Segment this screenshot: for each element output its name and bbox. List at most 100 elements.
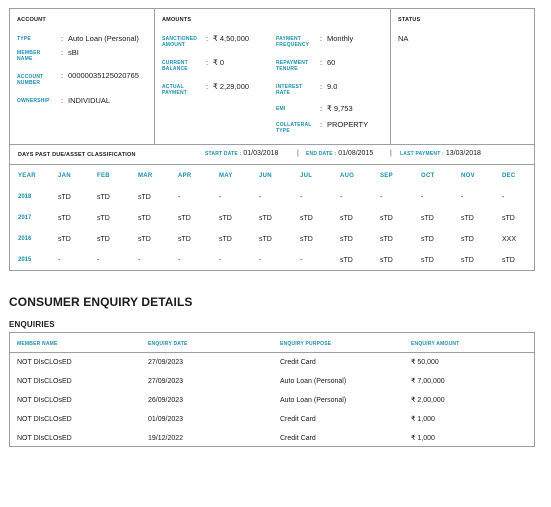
col-enquiry-amount: ENQUIRY AMOUNT — [411, 341, 460, 347]
dpd-month-header-row: YEAR JAN FEB MAR APR MAY JUN JUL AUG SEP OCT NOV DEC — [10, 165, 534, 186]
dpd-col-7: JUL — [300, 173, 313, 179]
enquiry-amount: ₹ 1,000 — [411, 416, 435, 423]
dpd-year: 2015 — [18, 257, 32, 263]
dpd-cell: sTD — [300, 215, 313, 222]
dpd-cell: sTD — [58, 215, 71, 222]
dpd-cell: - — [340, 194, 343, 201]
status-value: NA — [398, 34, 409, 43]
dpd-table: DAYS PAST DUE/ASSET CLASSIFICATION START… — [9, 145, 535, 271]
dpd-cell: sTD — [259, 236, 272, 243]
sanctioned-amount-value: ₹ 4,50,000 — [213, 34, 250, 43]
enquiry-member-name: NOT DIsCLOsED — [17, 416, 72, 423]
dpd-cell: sTD — [421, 257, 434, 264]
dpd-year-row: 2017 sTD sTD sTD sTD sTD sTD sTD sTD sTD sTD sTD sTD — [10, 207, 534, 228]
enquiry-member-name: NOT DIsCLOsED — [17, 397, 72, 404]
dpd-cell: sTD — [421, 236, 434, 243]
dpd-start-date: START DATE : 01/03/2018 — [205, 150, 279, 157]
dpd-cell: - — [97, 257, 100, 264]
enquiry-date: 19/12/2022 — [148, 435, 184, 442]
enquiry-date: 01/09/2023 — [148, 416, 184, 423]
enquiry-row: NOT DIsCLOsED 01/09/2023 Credit Card ₹ 1,00… — [10, 410, 534, 429]
dpd-cell: sTD — [340, 236, 353, 243]
dpd-cell: - — [178, 257, 181, 264]
dpd-title: DAYS PAST DUE/ASSET CLASSIFICATION — [18, 152, 136, 158]
dpd-cell: sTD — [380, 236, 393, 243]
dpd-col-10: OCT — [421, 173, 435, 179]
dpd-cell: sTD — [461, 257, 474, 264]
enquiries-header-row: MEMBER NAME ENQUIRY DATE ENQUIRY PURPOSE… — [10, 333, 534, 353]
dpd-cell: - — [58, 257, 61, 264]
dpd-col-1: JAN — [58, 173, 71, 179]
enquiry-purpose: Credit Card — [280, 435, 316, 442]
dpd-cell: - — [300, 194, 303, 201]
collateral-type-value: PROPERTY — [327, 120, 369, 129]
dpd-col-0: YEAR — [18, 173, 36, 179]
dpd-cell: XXX — [502, 236, 517, 243]
enquiry-row: NOT DIsCLOsED 26/09/2023 Auto Loan (Person… — [10, 391, 534, 410]
status-header: STATUS — [398, 17, 421, 23]
dpd-cell: sTD — [178, 236, 191, 243]
status-column: STATUS NA — [391, 9, 534, 144]
dpd-cell: sTD — [58, 236, 71, 243]
enquiry-amount: ₹ 7,00,000 — [411, 378, 445, 385]
emi-label: EMI — [276, 106, 286, 112]
repayment-tenure-value: 60 — [327, 58, 336, 67]
dpd-cell: - — [461, 194, 464, 201]
dpd-cell: sTD — [300, 236, 313, 243]
dpd-cell: - — [421, 194, 424, 201]
account-number-value: 00000035125020765 — [68, 71, 139, 80]
enquiry-row: NOT DIsCLOsED 27/09/2023 Credit Card ₹ 50,0… — [10, 353, 534, 372]
member-name-value: sBI — [68, 48, 79, 57]
dpd-cell: sTD — [97, 215, 110, 222]
dpd-cell: - — [219, 257, 222, 264]
dpd-col-9: SEP — [380, 173, 393, 179]
dpd-cell: sTD — [58, 194, 71, 201]
dpd-year-row: 2016 sTD sTD sTD sTD sTD sTD sTD sTD sTD sTD sTD XXX — [10, 228, 534, 249]
current-balance-value: ₹ 0 — [213, 58, 225, 67]
consumer-enquiry-title: CONSUMER ENQUIRY DETAILS — [9, 295, 193, 309]
dpd-cell: sTD — [421, 215, 434, 222]
enquiries-table: MEMBER NAME ENQUIRY DATE ENQUIRY PURPOSE… — [9, 332, 535, 447]
enquiry-amount: ₹ 1,000 — [411, 435, 435, 442]
repayment-tenure-label: REPAYMENT TENURE — [276, 60, 309, 72]
enquiry-member-name: NOT DIsCLOsED — [17, 435, 72, 442]
enquiry-row: NOT DIsCLOsED 27/09/2023 Auto Loan (Person… — [10, 372, 534, 391]
dpd-year-row: 2018 sTD sTD sTD - - - - - - - - - — [10, 186, 534, 207]
ownership-value: INDIVIDUAL — [68, 96, 111, 105]
dpd-cell: sTD — [138, 194, 151, 201]
dpd-cell: - — [300, 257, 303, 264]
enquiry-amount: ₹ 2,00,000 — [411, 397, 445, 404]
account-type-label: TYPE — [17, 36, 31, 42]
dpd-cell: sTD — [340, 257, 353, 264]
dpd-cell: - — [380, 194, 383, 201]
dpd-cell: - — [259, 257, 262, 264]
enquiry-purpose: Auto Loan (Personal) — [280, 378, 347, 385]
dpd-cell: sTD — [178, 215, 191, 222]
collateral-type-label: COLLATERAL TYPE — [276, 122, 312, 134]
account-summary-box: ACCOUNT TYPE : Auto Loan (Personal) MEMB… — [9, 8, 535, 145]
dpd-cell: sTD — [461, 215, 474, 222]
dpd-col-11: NOV — [461, 173, 475, 179]
dpd-cell: sTD — [380, 215, 393, 222]
payment-frequency-label: PAYMENT FREQUENCY — [276, 36, 310, 48]
actual-payment-label: ACTUAL PAYMENT — [162, 84, 188, 96]
enquiry-member-name: NOT DIsCLOsED — [17, 359, 72, 366]
enquiries-subtitle: ENQUIRIES — [9, 320, 55, 329]
member-name-label: MEMBER NAME — [17, 50, 41, 62]
dpd-cell: sTD — [461, 236, 474, 243]
dpd-end-date: END DATE : 01/08/2015 — [306, 150, 374, 157]
ownership-label: OWNERSHIP — [17, 98, 50, 104]
enquiry-amount: ₹ 50,000 — [411, 359, 439, 366]
dpd-year-row: 2015 - - - - - - - sTD sTD sTD sTD sTD — [10, 249, 534, 270]
dpd-cell: sTD — [97, 236, 110, 243]
amounts-header: AMOUNTS — [162, 17, 192, 23]
account-number-label: ACCOUNT NUMBER — [17, 74, 44, 86]
dpd-year: 2018 — [18, 194, 32, 200]
enquiry-member-name: NOT DIsCLOsED — [17, 378, 72, 385]
emi-value: ₹ 9,753 — [327, 104, 353, 113]
actual-payment-value: ₹ 2,29,000 — [213, 82, 250, 91]
enquiry-purpose: Credit Card — [280, 359, 316, 366]
dpd-cell: sTD — [219, 215, 232, 222]
dpd-cell: sTD — [138, 236, 151, 243]
dpd-header: DAYS PAST DUE/ASSET CLASSIFICATION START… — [10, 145, 534, 165]
